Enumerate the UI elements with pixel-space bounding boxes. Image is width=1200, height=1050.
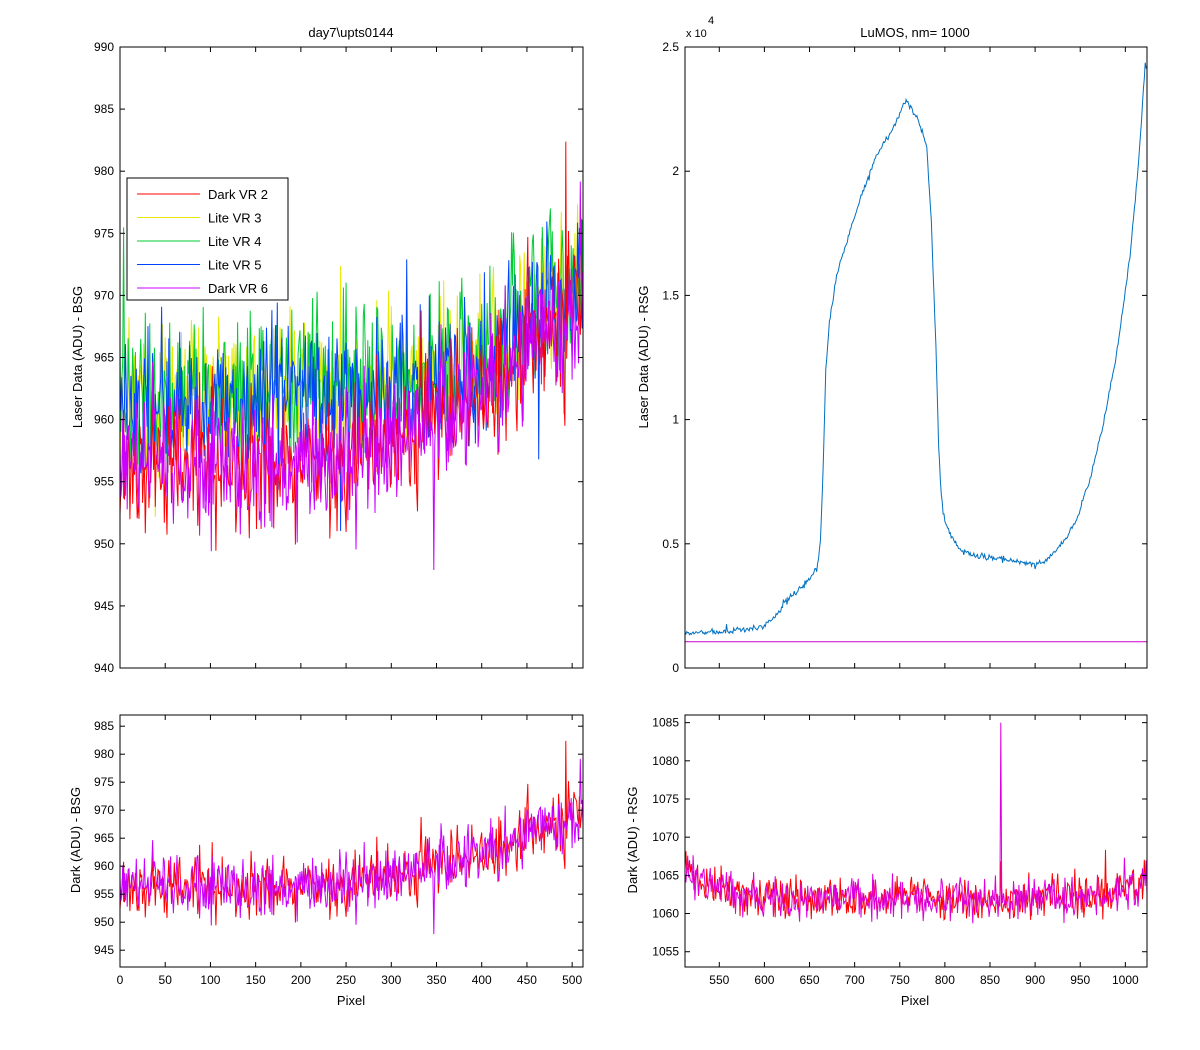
x-tick-label: 950 (1070, 973, 1090, 987)
x-tick-label: 650 (800, 973, 820, 987)
x-tick-label: 150 (246, 973, 266, 987)
y-tick-label: 965 (94, 831, 114, 845)
legend-entry-label: Dark VR 2 (208, 187, 268, 202)
y-tick-label: 1 (672, 413, 679, 427)
y-tick-label: 975 (94, 226, 114, 240)
axes-frame (119, 714, 584, 968)
x-tick-label: 600 (754, 973, 774, 987)
legend-entry-label: Lite VR 4 (208, 234, 261, 249)
series-line-dark-vr-2 (120, 740, 583, 926)
y-tick-label: 980 (94, 164, 114, 178)
series-line-dark-vr-6 (120, 181, 583, 571)
legend-entry-label: Dark VR 6 (208, 281, 268, 296)
x-tick-label: 50 (159, 973, 173, 987)
y-tick-label: 955 (94, 475, 114, 489)
x-tick-label: 900 (1025, 973, 1045, 987)
y-tick-label: 980 (94, 747, 114, 761)
y-tick-label: 0.5 (662, 537, 679, 551)
x-axis-label: Pixel (901, 993, 929, 1008)
y-tick-label: 1060 (652, 907, 679, 921)
y-tick-label: 985 (94, 102, 114, 116)
x-tick-label: 300 (381, 973, 401, 987)
y-tick-label: 960 (94, 859, 114, 873)
y-tick-label: 940 (94, 661, 114, 675)
x-tick-label: 850 (980, 973, 1000, 987)
legend: Dark VR 2 Lite VR 3 Lite VR 4 Lite VR 5 Dark… (126, 177, 289, 301)
series-line-magenta (685, 722, 1147, 924)
y-tick-label: 990 (94, 40, 114, 54)
x-tick-label: 1000 (1112, 973, 1139, 987)
y-tick-label: 2.5 (662, 40, 679, 54)
x-tick-label: 400 (472, 973, 492, 987)
x-tick-label: 450 (517, 973, 537, 987)
y-tick-label: 0 (672, 661, 679, 675)
x-tick-label: 800 (935, 973, 955, 987)
chart-title: LuMOS, nm= 1000 (860, 25, 969, 40)
y-axis-label: Laser Data (ADU) - RSG (636, 285, 651, 428)
y-tick-label: 950 (94, 915, 114, 929)
y-tick-label: 970 (94, 288, 114, 302)
y-tick-label: 1070 (652, 830, 679, 844)
y-tick-label: 970 (94, 803, 114, 817)
y-tick-label: 945 (94, 599, 114, 613)
axes-frame (684, 46, 1148, 669)
x-tick-label: 100 (200, 973, 220, 987)
series-line-dark-vr-6 (120, 758, 583, 935)
y-tick-label: 1.5 (662, 288, 679, 302)
panel-bottom-left: Dark (ADU) - BSG Pixel 0 50 100 150 200 250 30… (68, 714, 584, 1008)
y-tick-label: 1075 (652, 792, 679, 806)
y-axis-label: Dark (ADU) - RSG (625, 787, 640, 894)
y-tick-label: 950 (94, 537, 114, 551)
y-tick-label: 955 (94, 887, 114, 901)
x-tick-label: 550 (709, 973, 729, 987)
y-tick-label: 2 (672, 164, 679, 178)
y-tick-label: 965 (94, 351, 114, 365)
y-tick-label: 1055 (652, 945, 679, 959)
x-tick-label: 250 (336, 973, 356, 987)
y-exponent-power: 4 (708, 15, 714, 27)
axes-frame (684, 714, 1148, 968)
y-exponent-label: x 10 (686, 28, 707, 40)
y-tick-label: 945 (94, 943, 114, 957)
y-tick-label: 1080 (652, 754, 679, 768)
x-tick-label: 200 (291, 973, 311, 987)
legend-entry-label: Lite VR 5 (208, 258, 261, 273)
x-axis-label: Pixel (337, 993, 365, 1008)
y-axis-label: Laser Data (ADU) - BSG (70, 286, 85, 428)
y-tick-label: 975 (94, 775, 114, 789)
chart-title: day7\upts0144 (308, 25, 393, 40)
x-tick-label: 500 (562, 973, 582, 987)
legend-box (126, 177, 289, 301)
y-tick-label: 1085 (652, 716, 679, 730)
x-tick-label: 350 (426, 973, 446, 987)
y-tick-label: 1065 (652, 868, 679, 882)
x-tick-label: 750 (890, 973, 910, 987)
x-tick-label: 700 (845, 973, 865, 987)
legend-entry-label: Lite VR 3 (208, 211, 261, 226)
x-tick-label: 0 (117, 973, 124, 987)
panel-top-right: LuMOS, nm= 1000 Laser Data (ADU) - RSG x… (636, 15, 1148, 675)
y-tick-label: 985 (94, 719, 114, 733)
series-line-signal (685, 62, 1147, 636)
y-axis-label: Dark (ADU) - BSG (68, 787, 83, 893)
panel-bottom-right: Dark (ADU) - RSG Pixel 550 600 650 700 750 80… (625, 714, 1148, 1008)
panel-top-left: day7\upts0144 Laser Data (ADU) - BSG 940… (70, 25, 584, 675)
y-tick-label: 960 (94, 413, 114, 427)
series-line-dark-vr-2 (120, 141, 583, 551)
